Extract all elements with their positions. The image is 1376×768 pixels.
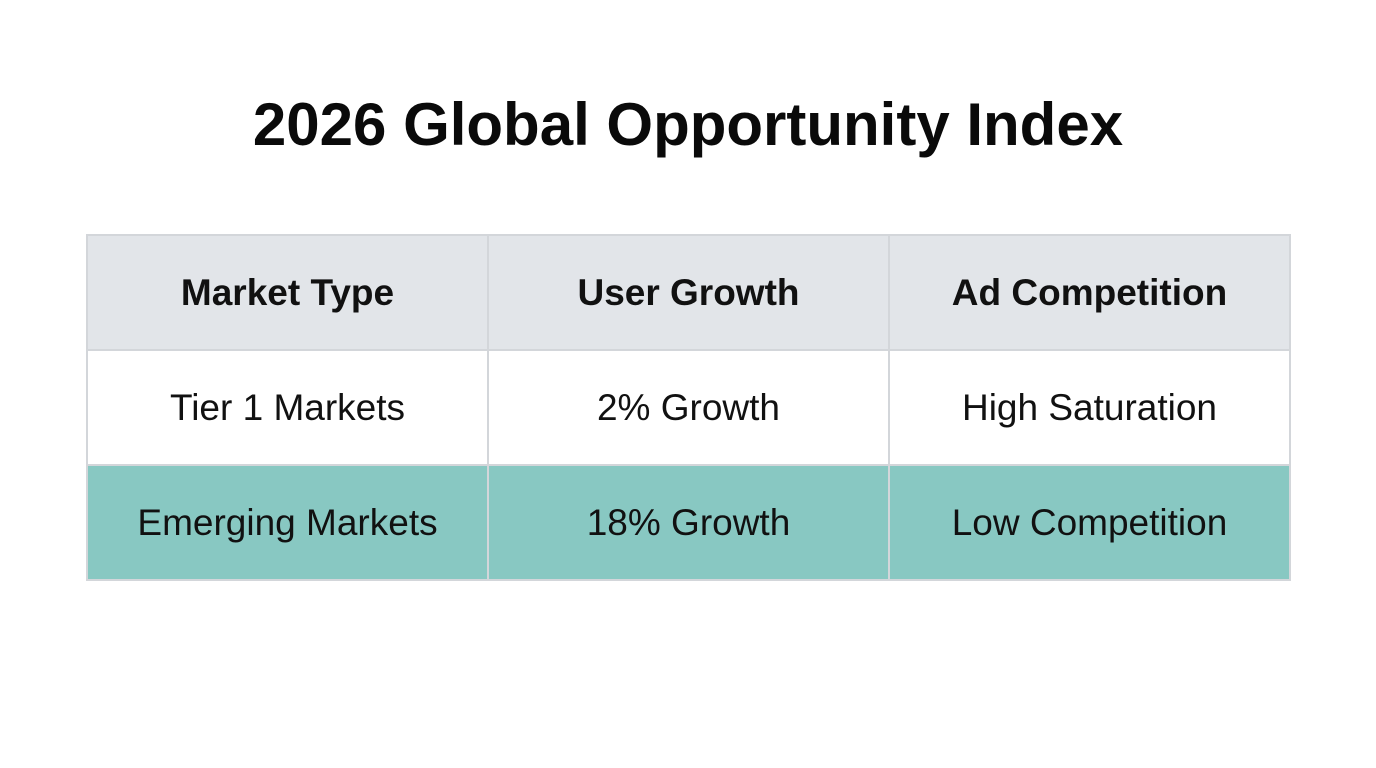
table-cell: 2% Growth (487, 349, 890, 466)
table-header-row: Market Type User Growth Ad Competition (86, 234, 1291, 351)
table-row: Tier 1 Markets 2% Growth High Saturation (86, 349, 1291, 466)
table-cell: Tier 1 Markets (86, 349, 489, 466)
page-title: 2026 Global Opportunity Index (252, 91, 1124, 158)
opportunity-table: Market Type User Growth Ad Competition T… (86, 234, 1291, 581)
table-cell: Emerging Markets (86, 464, 489, 581)
table-cell: Low Competition (888, 464, 1291, 581)
table-cell: 18% Growth (487, 464, 890, 581)
header-market-type: Market Type (86, 234, 489, 351)
header-user-growth: User Growth (487, 234, 890, 351)
table-cell: High Saturation (888, 349, 1291, 466)
header-ad-competition: Ad Competition (888, 234, 1291, 351)
table-row-highlighted: Emerging Markets 18% Growth Low Competit… (86, 464, 1291, 581)
